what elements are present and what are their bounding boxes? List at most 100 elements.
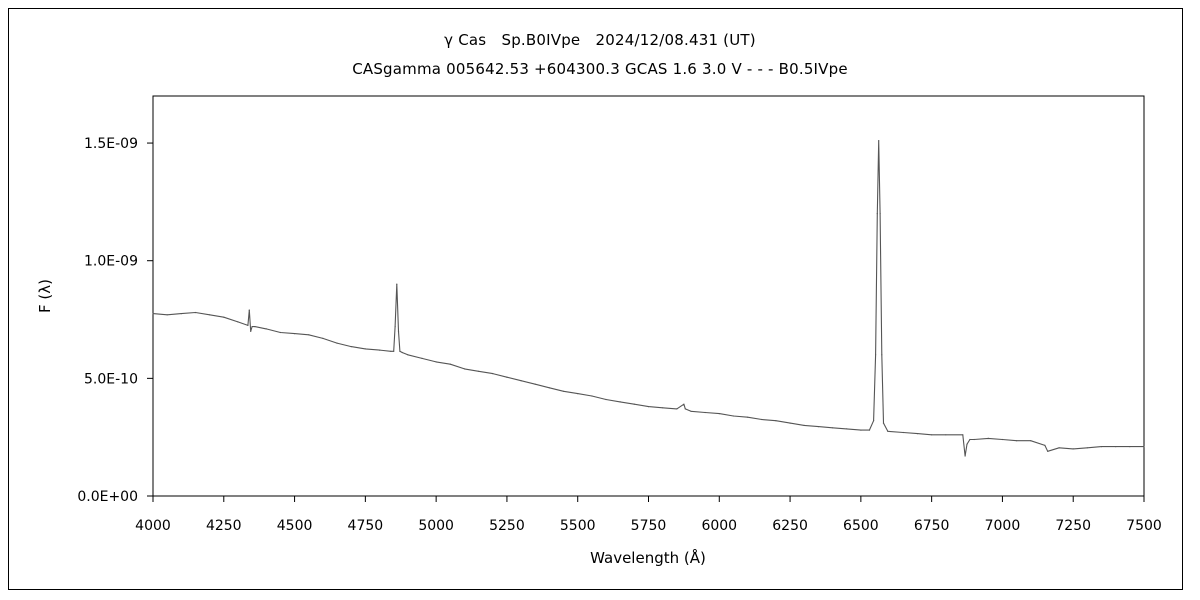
data-point (1086, 447, 1088, 449)
data-point (690, 410, 692, 412)
data-point (401, 351, 403, 354)
x-tick-label: 7000 (985, 518, 1021, 534)
data-point (931, 434, 933, 436)
data-point (647, 406, 650, 408)
data-point (1001, 438, 1004, 441)
x-tick-label: 5000 (418, 518, 454, 534)
data-point (336, 342, 338, 344)
data-point (421, 357, 423, 359)
x-tick-label: 4250 (206, 518, 242, 534)
series-group (152, 140, 1145, 457)
y-tick-label: 0.0E+00 (77, 489, 138, 505)
data-point (973, 438, 975, 441)
data-point (846, 428, 848, 430)
x-tick-label: 4750 (348, 518, 384, 534)
data-point (1129, 446, 1131, 448)
y-axis: 0.0E+00 5.0E-10 1.0E-09 1.5E-09 (77, 136, 153, 505)
data-point (633, 403, 635, 405)
data-point (534, 383, 536, 385)
data-point (873, 420, 875, 422)
data-point (397, 330, 400, 332)
data-point (789, 422, 791, 424)
y-tick-label: 5.0E-10 (84, 371, 138, 387)
data-point (237, 321, 239, 323)
data-point (1115, 446, 1117, 448)
data-point (887, 430, 889, 432)
data-point (279, 331, 281, 334)
y-tick-label: 1.5E-09 (84, 136, 138, 152)
data-point (209, 314, 211, 316)
data-point (265, 328, 267, 330)
data-point (251, 326, 253, 328)
data-point (194, 311, 197, 314)
data-point (775, 420, 777, 422)
data-point (463, 368, 466, 370)
data-point (817, 426, 820, 428)
figure-frame (8, 8, 1183, 590)
data-point (591, 395, 593, 397)
x-tick-label: 6250 (772, 518, 808, 534)
data-point (878, 140, 880, 142)
data-point (619, 401, 621, 403)
data-point (223, 316, 225, 318)
data-point (378, 349, 381, 351)
x-axis: 4000 4250 4500 4750 5000 5250 5500 5750 6000 6250… (135, 496, 1162, 534)
data-point (577, 393, 579, 395)
data-point (180, 313, 182, 315)
x-tick-label: 7250 (1055, 518, 1091, 534)
data-point (683, 403, 685, 405)
data-point (248, 309, 250, 311)
data-point (732, 415, 735, 417)
data-point (152, 313, 154, 315)
data-point (868, 429, 871, 431)
data-point (364, 348, 366, 350)
data-point (1058, 447, 1060, 449)
data-point (662, 407, 664, 409)
spectrum-line (152, 140, 1144, 457)
data-point (945, 434, 947, 436)
data-point (676, 408, 678, 410)
data-point (393, 350, 395, 352)
data-point (396, 283, 398, 285)
data-point (1016, 440, 1018, 442)
data-point (1030, 440, 1032, 442)
x-tick-label: 5750 (631, 518, 667, 534)
data-point (308, 334, 310, 336)
x-tick-label: 7500 (1126, 518, 1162, 534)
data-point (394, 326, 396, 328)
plot-area-frame (152, 95, 1145, 497)
data-point (916, 433, 919, 435)
data-point (350, 346, 352, 348)
data-point (987, 437, 989, 439)
data-point (879, 213, 881, 215)
x-tick-label: 6750 (914, 518, 950, 534)
data-point (964, 455, 966, 457)
data-point (831, 427, 834, 429)
data-point (478, 370, 480, 372)
data-point (876, 213, 878, 215)
data-point (1100, 446, 1103, 448)
data-point (435, 361, 437, 363)
data-point (399, 350, 401, 352)
data-point (492, 373, 494, 375)
data-point (322, 337, 324, 339)
data-point (548, 387, 551, 389)
data-point (966, 443, 968, 445)
x-tick-label: 6500 (843, 518, 879, 534)
data-point (881, 354, 883, 356)
data-point (407, 354, 409, 356)
data-point (902, 431, 904, 434)
x-tick-label: 4000 (135, 518, 171, 534)
data-point (1143, 446, 1145, 448)
x-tick-label: 5250 (489, 518, 525, 534)
data-point (605, 398, 607, 401)
data-point (250, 330, 252, 332)
data-point (704, 411, 706, 414)
x-tick-label: 4500 (277, 518, 313, 534)
x-tick-label: 6000 (701, 518, 737, 534)
data-point (1072, 448, 1074, 450)
data-point (761, 418, 763, 421)
chart-subtitle: CASgamma 005642.53 +604300.3 GCAS 1.6 3.… (352, 60, 848, 78)
data-point (718, 413, 720, 415)
